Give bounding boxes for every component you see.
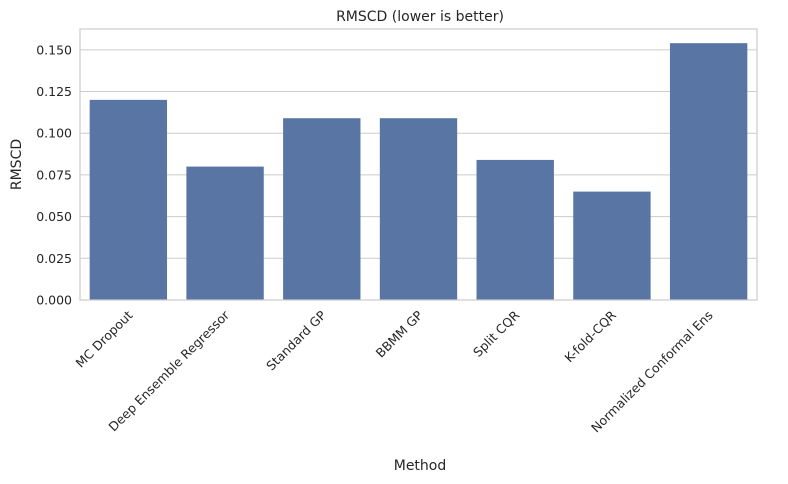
x-tick-label: Standard GP: [263, 307, 329, 373]
y-tick-labels: 0.000 0.025 0.050 0.075 0.100 0.125 0.150: [36, 42, 72, 307]
y-tick-label: 0.100: [36, 126, 72, 141]
y-tick-label: 0.125: [36, 84, 72, 99]
bar: [283, 118, 361, 301]
y-tick-label: 0.050: [36, 209, 72, 224]
bar: [89, 99, 168, 300]
bar: [476, 159, 554, 300]
y-tick-label: 0.075: [36, 167, 72, 182]
y-tick-label: 0.150: [36, 42, 72, 57]
x-axis-label: Method: [394, 458, 447, 474]
bar: [669, 43, 748, 300]
bar: [573, 191, 651, 300]
x-tick-label: BBMM GP: [373, 307, 426, 360]
chart-title: RMSCD (lower is better): [336, 9, 504, 25]
bar: [186, 166, 264, 300]
x-tick-label: K-fold-CQR: [561, 307, 619, 365]
bar-layer: [89, 43, 748, 301]
x-tick-label: Split CQR: [470, 307, 523, 360]
y-axis-label: RMSCD: [9, 139, 25, 190]
x-tick-label: MC Dropout: [73, 307, 136, 370]
y-tick-label: 0.025: [36, 251, 72, 266]
y-tick-label: 0.000: [36, 293, 72, 308]
plot-frame: [79, 28, 758, 301]
bar: [379, 118, 458, 301]
